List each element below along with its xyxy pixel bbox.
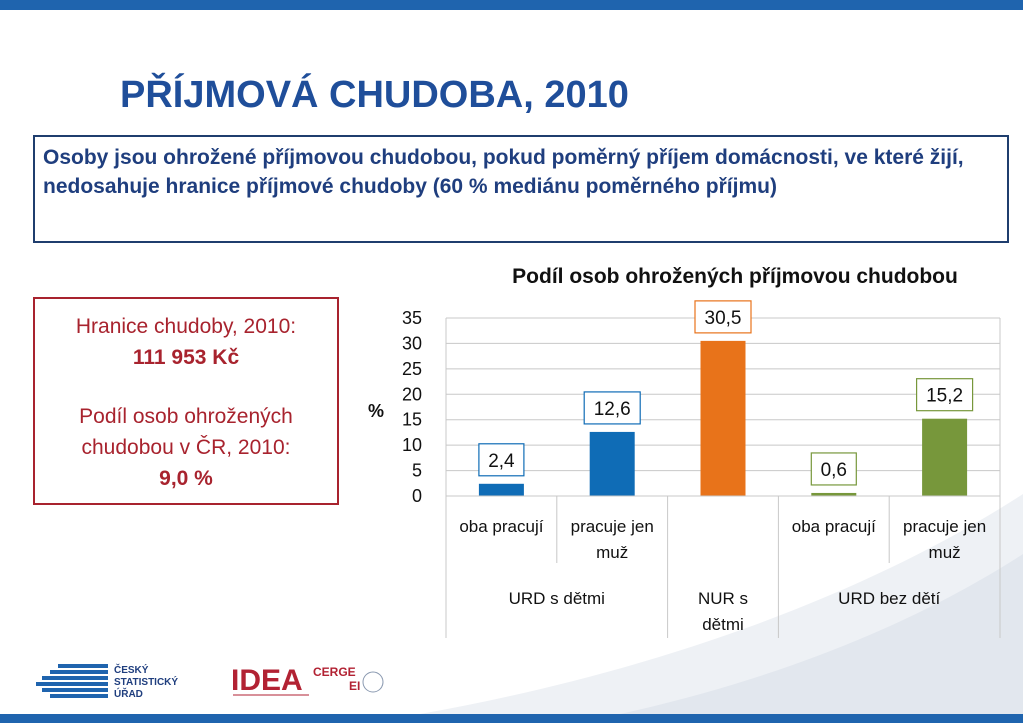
czso-logo-line1: ČESKÝ — [114, 663, 149, 676]
globe-icon — [362, 671, 384, 693]
group-label: URD s dětmi — [509, 589, 605, 608]
bar — [478, 483, 524, 496]
y-axis-label: % — [368, 401, 384, 421]
category-label: oba pracují — [459, 517, 543, 536]
y-tick-label: 5 — [412, 461, 422, 481]
category-axis: oba pracují pracuje jen muž oba pracují prac… — [445, 318, 1001, 638]
y-tick-label: 10 — [402, 435, 422, 455]
group-label: NUR s dětmi — [698, 589, 748, 634]
cerge-logo-text: CERGE — [313, 665, 356, 679]
data-label: 12,6 — [594, 399, 631, 420]
info-box: Hranice chudoby, 2010: 111 953 Kč Podíl … — [33, 297, 339, 505]
czso-logo-stripes — [36, 664, 108, 698]
definition-box: Osoby jsou ohrožené příjmovou chudobou, … — [33, 135, 1009, 243]
data-label: 15,2 — [926, 386, 963, 407]
poverty-line-label: Hranice chudoby, 2010: — [75, 315, 297, 338]
top-accent-bar — [0, 0, 1023, 10]
data-label-box — [478, 443, 525, 477]
y-tick-label: 0 — [412, 486, 422, 506]
data-label-box — [583, 391, 641, 425]
y-tick-label: 25 — [402, 359, 422, 379]
y-tick-label: 30 — [402, 333, 422, 353]
category-label: pracuje jen muž — [571, 517, 654, 562]
category-label: oba pracují — [792, 517, 876, 536]
czso-logo-line3: ÚŘAD — [114, 687, 143, 700]
data-label: 0,6 — [821, 460, 847, 481]
ei-logo-text: EI — [349, 679, 360, 693]
idea-cerge-logo: IDEA CERGE EI — [231, 664, 384, 697]
bars: 2,4 12,6 30,5 0,6 15,2 — [478, 300, 974, 496]
czso-logo-line2: STATISTICKÝ — [114, 675, 178, 688]
bar — [922, 418, 968, 496]
share-label-line2: chudobou v ČR, 2010: — [81, 436, 291, 459]
bar — [700, 340, 746, 496]
y-tick-label: 20 — [402, 384, 422, 404]
data-label-box — [694, 300, 752, 334]
bar — [589, 431, 635, 496]
page-title: PŘÍJMOVÁ CHUDOBA, 2010 — [120, 74, 629, 116]
poverty-bar-chart: Podíl osob ohrožených příjmovou chudobou… — [368, 265, 1001, 638]
czso-logo: ČESKÝ STATISTICKÝ ÚŘAD — [36, 663, 178, 700]
data-label-box — [810, 452, 857, 486]
data-label-box — [915, 378, 974, 412]
category-label: pracuje jen muž — [903, 517, 986, 562]
group-label: URD bez dětí — [838, 589, 940, 608]
y-ticks: 0 5 10 15 20 25 30 35 — [402, 308, 422, 506]
y-tick-label: 15 — [402, 410, 422, 430]
idea-logo-text: IDEA — [231, 664, 303, 697]
background-swoosh — [420, 494, 1023, 714]
bar — [811, 492, 857, 496]
y-tick-label: 35 — [402, 308, 422, 328]
poverty-line-value: 111 953 Kč — [132, 346, 240, 369]
share-value: 9,0 % — [159, 467, 213, 490]
data-label: 2,4 — [488, 451, 515, 472]
chart-title: Podíl osob ohrožených příjmovou chudobou — [512, 265, 958, 288]
bottom-accent-bar — [0, 714, 1023, 723]
share-label-line1: Podíl osob ohrožených — [79, 405, 293, 428]
data-label: 30,5 — [705, 308, 742, 329]
